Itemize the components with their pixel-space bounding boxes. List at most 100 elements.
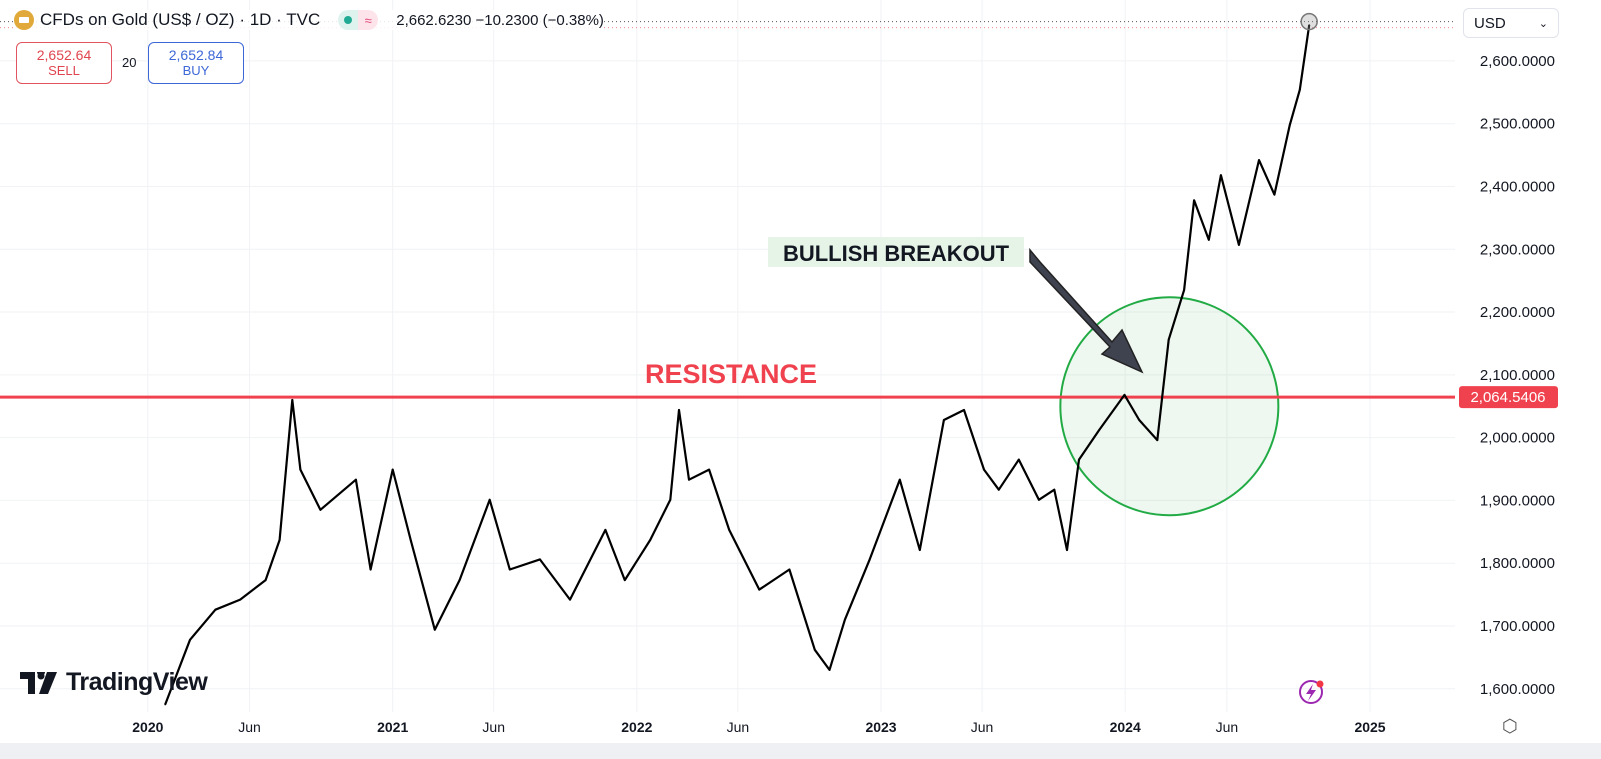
sell-label: SELL bbox=[48, 63, 80, 78]
price-point bbox=[649, 539, 652, 541]
resistance-price-badge bbox=[1459, 386, 1558, 409]
price-point bbox=[538, 558, 541, 561]
time-axis-label: 2022 bbox=[621, 719, 652, 735]
price-point bbox=[239, 598, 242, 601]
price-point bbox=[943, 419, 945, 421]
currency-value: USD bbox=[1474, 14, 1506, 32]
price-point bbox=[997, 488, 1000, 491]
price-axis-label: 1,800.0000 bbox=[1480, 555, 1555, 572]
settings-icon[interactable]: ⬡ bbox=[1502, 716, 1518, 736]
buy-price: 2,652.84 bbox=[168, 47, 224, 63]
price-point bbox=[1288, 124, 1291, 126]
price-axis[interactable] bbox=[1455, 0, 1601, 743]
price-axis-label: 1,600.0000 bbox=[1480, 681, 1555, 698]
price-point bbox=[669, 498, 672, 501]
status-pill[interactable]: ≈ bbox=[338, 10, 379, 30]
symbol-title[interactable]: CFDs on Gold (US$ / OZ) · 1D · TVC bbox=[40, 10, 321, 29]
price-point bbox=[1273, 193, 1276, 196]
price-quote: 2,662.6230 −10.2300 (−0.38%) bbox=[396, 11, 604, 29]
time-axis-label: Jun bbox=[727, 719, 750, 735]
currency-select[interactable]: USD ⌄ bbox=[1463, 8, 1559, 38]
price-point bbox=[758, 588, 761, 591]
time-axis-label: Jun bbox=[482, 719, 505, 735]
price-point bbox=[1207, 238, 1210, 241]
price-point bbox=[1167, 338, 1170, 341]
spread-value: 20 bbox=[122, 55, 137, 70]
price-point bbox=[844, 618, 846, 621]
price-point bbox=[1258, 159, 1260, 162]
price-point bbox=[1123, 394, 1126, 396]
price-point bbox=[983, 468, 985, 471]
price-axis-label: 2,100.0000 bbox=[1480, 367, 1555, 384]
market-open-dot-icon bbox=[338, 10, 359, 30]
price-point bbox=[828, 669, 831, 671]
price-axis-label: 2,400.0000 bbox=[1480, 178, 1555, 195]
price-point bbox=[1308, 24, 1311, 27]
price-point bbox=[458, 579, 461, 582]
price-point bbox=[1298, 88, 1301, 91]
price-point bbox=[508, 568, 511, 571]
price-point bbox=[868, 558, 871, 561]
sell-price: 2,652.64 bbox=[36, 47, 92, 63]
wave-icon: ≈ bbox=[358, 10, 379, 30]
price-point bbox=[728, 529, 731, 531]
price-axis-label: 1,900.0000 bbox=[1480, 492, 1555, 509]
price-point bbox=[1238, 243, 1240, 246]
price-point bbox=[299, 468, 302, 471]
time-axis-label: 2024 bbox=[1110, 719, 1141, 735]
buy-button[interactable]: 2,652.84 BUY bbox=[148, 42, 244, 84]
price-point bbox=[164, 703, 167, 706]
price-point bbox=[623, 579, 626, 582]
tradingview-logo[interactable]: TradingView bbox=[20, 668, 208, 697]
price-point bbox=[391, 468, 394, 471]
logo-text: TradingView bbox=[66, 668, 208, 696]
price-point bbox=[409, 539, 412, 541]
breakout-label: BULLISH BREAKOUT bbox=[783, 241, 1010, 266]
price-point bbox=[291, 399, 294, 401]
price-point bbox=[678, 409, 680, 411]
time-axis-label: 2023 bbox=[865, 719, 896, 735]
resistance-label: RESISTANCE bbox=[645, 359, 817, 389]
price-point bbox=[1066, 549, 1068, 551]
resistance-price-label: 2,064.5406 bbox=[1470, 389, 1545, 406]
sell-button[interactable]: 2,652.64 SELL bbox=[16, 42, 112, 84]
chevron-down-icon: ⌄ bbox=[1538, 17, 1548, 30]
price-point bbox=[1183, 289, 1185, 291]
price-point bbox=[278, 539, 281, 541]
price-point bbox=[433, 628, 436, 631]
price-point bbox=[369, 568, 372, 571]
price-point bbox=[604, 529, 607, 531]
price-point bbox=[813, 648, 816, 651]
price-point bbox=[1156, 439, 1159, 442]
gold-bars-icon bbox=[14, 10, 34, 30]
price-axis-label: 1,700.0000 bbox=[1480, 618, 1555, 635]
lightning-bolt-glyph bbox=[1306, 684, 1316, 701]
breakout-label-background bbox=[768, 237, 1024, 267]
price-point bbox=[1017, 458, 1020, 461]
last-price-marker[interactable] bbox=[1300, 12, 1318, 31]
price-point bbox=[688, 478, 690, 481]
price-axis-label: 2,500.0000 bbox=[1480, 116, 1555, 133]
price-point bbox=[708, 468, 711, 471]
notification-dot bbox=[1316, 680, 1324, 688]
price-point bbox=[918, 549, 921, 551]
price-point bbox=[354, 478, 357, 481]
price-point bbox=[1038, 498, 1040, 501]
price-axis-label: 2,300.0000 bbox=[1480, 241, 1555, 258]
time-axis-label: Jun bbox=[971, 719, 994, 735]
price-point bbox=[189, 638, 191, 641]
price-point bbox=[1098, 429, 1101, 431]
time-axis-label: 2020 bbox=[132, 719, 163, 735]
lightning-icon[interactable] bbox=[1299, 680, 1323, 704]
price-point bbox=[488, 498, 491, 501]
price-point bbox=[264, 579, 267, 582]
price-point bbox=[1138, 419, 1141, 421]
price-point bbox=[1219, 174, 1222, 177]
time-axis-label: 2025 bbox=[1354, 719, 1385, 735]
price-axis-label: 2,200.0000 bbox=[1480, 304, 1555, 321]
price-point bbox=[319, 508, 322, 511]
price-point bbox=[1078, 458, 1080, 461]
